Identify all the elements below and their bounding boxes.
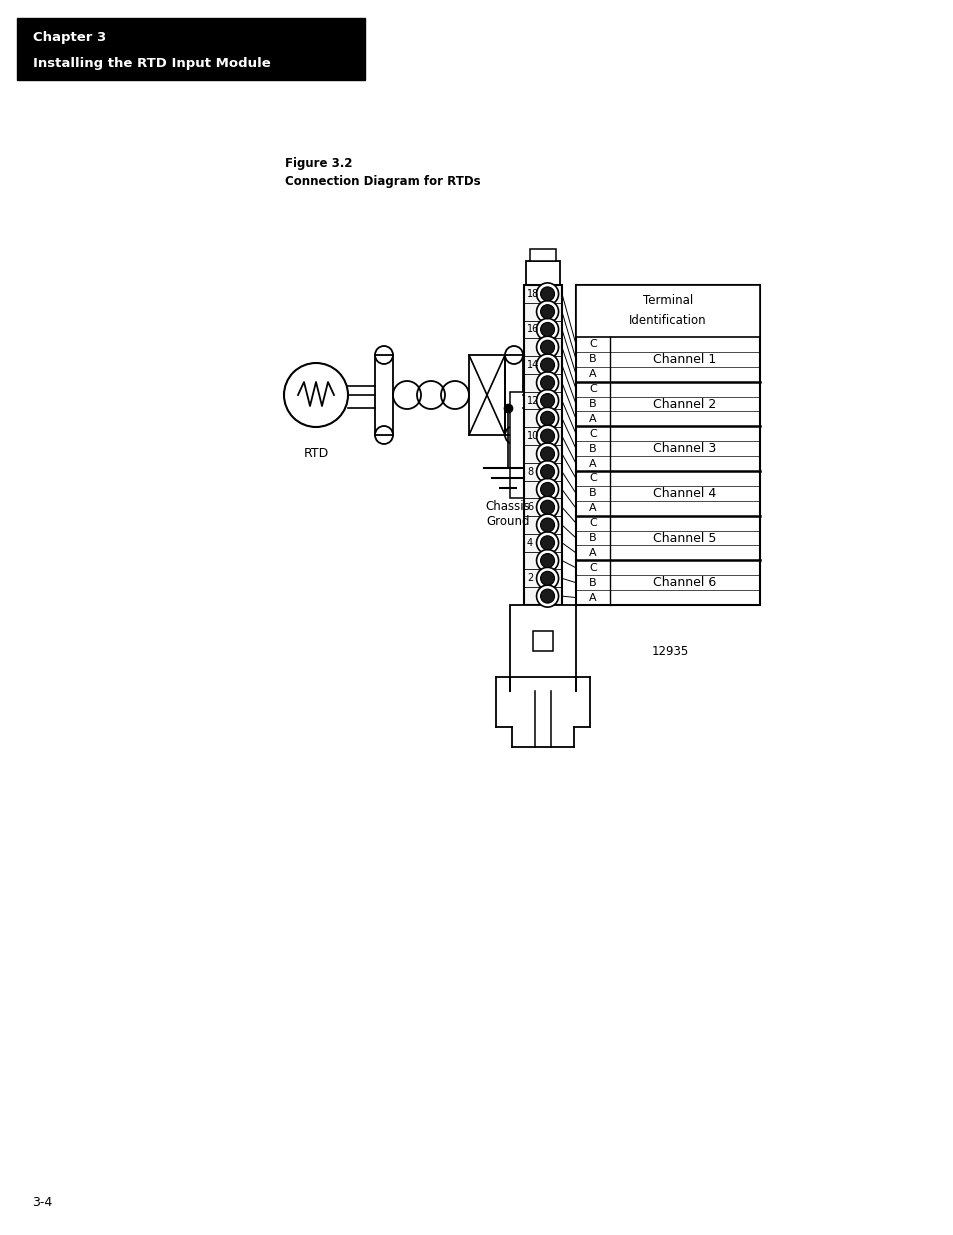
Text: B: B — [589, 488, 597, 499]
Text: A: A — [589, 414, 597, 424]
Bar — [469, 354, 504, 435]
Circle shape — [536, 283, 558, 305]
Text: 2: 2 — [526, 573, 533, 583]
Text: 12935: 12935 — [651, 645, 688, 658]
Text: B: B — [589, 443, 597, 453]
Text: Installing the RTD Input Module: Installing the RTD Input Module — [33, 58, 271, 70]
Text: 6: 6 — [526, 503, 533, 513]
Text: C: C — [589, 340, 597, 350]
Circle shape — [540, 305, 554, 319]
Circle shape — [540, 553, 554, 568]
Text: C: C — [589, 473, 597, 483]
Text: Identification: Identification — [629, 315, 706, 327]
Bar — [510, 605, 576, 677]
Circle shape — [540, 375, 554, 390]
Text: Channel 1: Channel 1 — [653, 353, 716, 366]
Circle shape — [536, 389, 558, 411]
Text: 4: 4 — [526, 537, 533, 548]
Bar — [533, 631, 553, 651]
Circle shape — [536, 300, 558, 322]
Circle shape — [536, 478, 558, 500]
Text: Channel 2: Channel 2 — [653, 398, 716, 410]
Text: B: B — [589, 534, 597, 543]
Bar — [510, 391, 523, 499]
Circle shape — [536, 550, 558, 572]
Text: Chapter 3: Chapter 3 — [33, 32, 106, 44]
Text: B: B — [589, 578, 597, 588]
Circle shape — [536, 567, 558, 589]
Text: 18: 18 — [526, 289, 538, 299]
Circle shape — [536, 425, 558, 447]
Circle shape — [540, 483, 554, 496]
Text: 14: 14 — [526, 359, 538, 370]
Text: B: B — [589, 399, 597, 409]
Circle shape — [540, 394, 554, 408]
Bar — [576, 285, 760, 337]
Text: Channel 3: Channel 3 — [653, 442, 716, 456]
Circle shape — [536, 496, 558, 519]
Text: 10: 10 — [526, 431, 538, 441]
Text: Channel 6: Channel 6 — [653, 577, 716, 589]
Circle shape — [540, 464, 554, 479]
Circle shape — [536, 372, 558, 394]
Text: C: C — [589, 563, 597, 573]
Bar — [530, 249, 556, 261]
Bar — [17, 19, 365, 80]
Circle shape — [540, 536, 554, 550]
Text: A: A — [589, 593, 597, 603]
Circle shape — [540, 287, 554, 301]
Text: 16: 16 — [526, 325, 538, 335]
Circle shape — [536, 319, 558, 341]
Circle shape — [540, 322, 554, 336]
Circle shape — [540, 340, 554, 354]
Text: B: B — [589, 354, 597, 364]
Circle shape — [536, 408, 558, 430]
Text: A: A — [589, 458, 597, 468]
Text: 12: 12 — [526, 395, 538, 405]
Circle shape — [540, 429, 554, 443]
Circle shape — [540, 517, 554, 532]
Text: C: C — [589, 519, 597, 529]
Text: C: C — [589, 429, 597, 438]
Circle shape — [540, 411, 554, 425]
Text: Figure 3.2: Figure 3.2 — [285, 157, 352, 170]
Circle shape — [540, 447, 554, 461]
Text: A: A — [589, 503, 597, 514]
Text: 8: 8 — [526, 467, 533, 477]
Text: Channel 5: Channel 5 — [653, 531, 716, 545]
Text: C: C — [589, 384, 597, 394]
Text: Connection Diagram for RTDs: Connection Diagram for RTDs — [285, 175, 480, 188]
Circle shape — [536, 585, 558, 608]
Text: Chassis
Ground: Chassis Ground — [485, 500, 530, 529]
Circle shape — [536, 336, 558, 358]
Circle shape — [536, 514, 558, 536]
Bar — [523, 285, 561, 605]
Text: RTD: RTD — [303, 447, 328, 459]
Bar — [375, 354, 393, 435]
Circle shape — [540, 589, 554, 603]
Circle shape — [536, 354, 558, 375]
Text: Terminal: Terminal — [642, 294, 693, 308]
Bar — [576, 285, 760, 605]
Bar — [525, 261, 559, 285]
Circle shape — [536, 461, 558, 483]
Text: 3-4: 3-4 — [31, 1197, 52, 1209]
Bar — [504, 354, 522, 435]
Text: Channel 4: Channel 4 — [653, 487, 716, 500]
Text: A: A — [589, 369, 597, 379]
Circle shape — [540, 572, 554, 585]
Text: A: A — [589, 548, 597, 558]
Circle shape — [536, 532, 558, 553]
Circle shape — [536, 443, 558, 464]
Circle shape — [540, 500, 554, 514]
Circle shape — [540, 358, 554, 372]
